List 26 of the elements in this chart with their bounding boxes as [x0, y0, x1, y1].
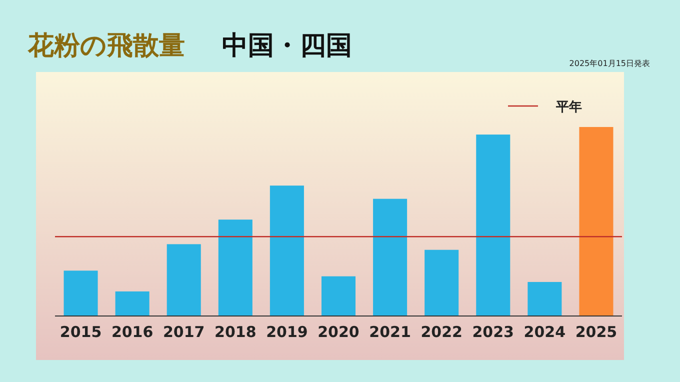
bar [528, 282, 562, 316]
bar [476, 134, 510, 316]
x-tick-label: 2020 [318, 323, 360, 341]
x-tick-label: 2015 [60, 323, 102, 341]
chart-subtitle: 中国・四国 [222, 31, 352, 61]
x-tick-label: 2023 [472, 323, 514, 341]
bar [218, 220, 252, 316]
bar [270, 186, 304, 316]
bar [64, 270, 98, 316]
legend-label: 平年 [555, 100, 582, 115]
x-tick-label: 2016 [111, 323, 154, 341]
x-tick-label: 2018 [214, 323, 256, 341]
bar [115, 291, 150, 316]
x-tick-label: 2019 [266, 323, 308, 341]
text: 2025年01月15日発表 [569, 59, 650, 68]
chart-title: 花粉の飛散量 [27, 31, 185, 61]
x-tick-label: 2017 [162, 323, 205, 341]
x-tick-label: 2022 [420, 323, 462, 341]
bar [166, 244, 201, 316]
bar [373, 198, 408, 316]
bar [321, 276, 356, 316]
bar [579, 127, 614, 316]
x-tick-label: 2021 [369, 323, 411, 341]
bar [424, 250, 459, 316]
x-tick-label: 2024 [524, 323, 566, 341]
x-tick-label: 2025 [575, 323, 618, 341]
